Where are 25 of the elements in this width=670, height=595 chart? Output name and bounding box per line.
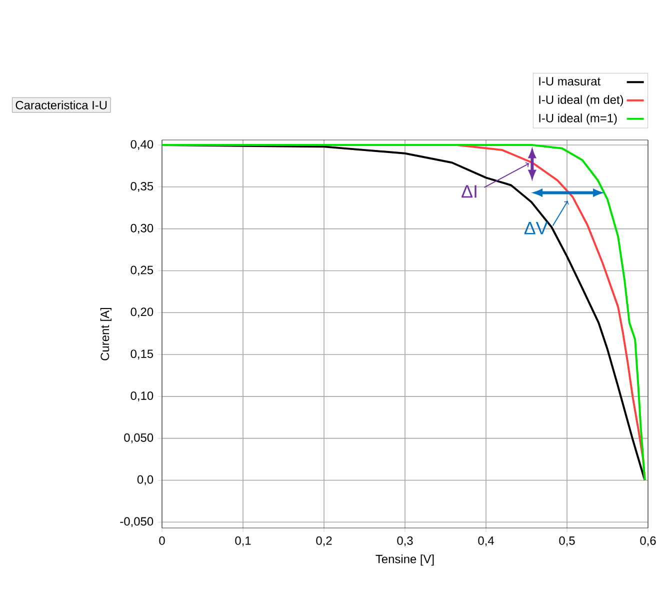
y-tick-label: 0,050 [124,433,154,444]
legend-label: I-U ideal (m=1) [539,114,617,125]
text: Caracteristica I-U [16,100,107,110]
y-tick-label: -0,050 [120,517,154,528]
y-tick-label: 0,35 [130,182,154,192]
y-axis-title: Curent [A] [100,308,112,360]
y-tick-label: 0,0 [137,475,154,486]
annotation: ΔV [524,222,548,234]
legend-label: I-U ideal (m det) [539,95,624,106]
x-axis-title: Tensine [V] [376,554,434,566]
y-tick-label: 0,25 [130,266,154,276]
y-tick-label: 0,15 [130,350,154,360]
annotation: ΔI [462,185,476,198]
y-tick-label: 0,30 [130,224,154,234]
y-tick-label: 0,20 [130,308,154,318]
x-tick-label: 0,3 [397,536,413,546]
x-tick-label: 0 [159,536,165,545]
x-tick-label: 0,2 [316,536,332,546]
y-tick-label: 0,10 [130,391,154,402]
x-tick-label: 0,6 [640,536,656,546]
x-tick-label: 0,4 [478,536,494,546]
legend-label: I-U masurat [539,77,600,86]
x-tick-label: 0,5 [559,536,575,546]
x-tick-label: 0,1 [235,536,251,546]
y-tick-label: 0,40 [130,140,154,150]
